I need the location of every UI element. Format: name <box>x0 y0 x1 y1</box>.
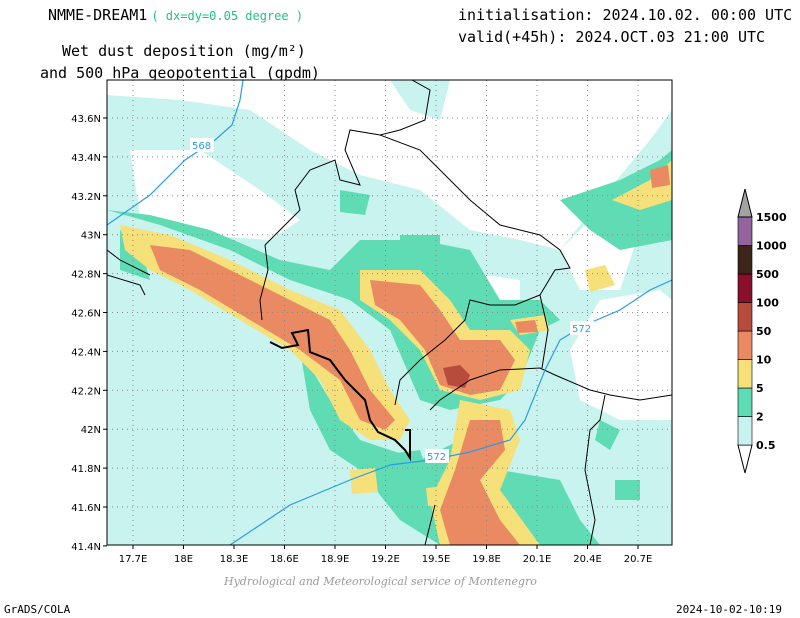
colorbar-level-label: 10 <box>756 354 772 367</box>
lat-tick-label: 41.4N <box>71 542 101 553</box>
lat-tick-label: 43.6N <box>71 114 101 125</box>
lat-tick-label: 41.6N <box>71 503 101 514</box>
lon-tick-label: 19.5E <box>422 554 451 565</box>
lon-tick-label: 18.9E <box>321 554 350 565</box>
colorbar-level-label: 100 <box>756 297 779 310</box>
colorbar-level-label: 2 <box>756 411 764 424</box>
latitude-ticks: 43.6N 43.4N 43.2N 43N 42.8N 42.6N 42.4N 42.2N 42… <box>71 114 107 553</box>
colorbar-segment <box>737 245 753 275</box>
lon-tick-label: 20.4E <box>573 554 602 565</box>
model-title: NMME-DREAM1( dx=dy=0.05 degree ) <box>48 6 303 24</box>
colorbar-upper-arrow <box>737 188 753 218</box>
lat-tick-label: 42.6N <box>71 309 101 320</box>
lon-tick-label: 18.3E <box>220 554 249 565</box>
lat-tick-label: 42N <box>81 425 101 436</box>
lon-tick-label: 20.1E <box>523 554 552 565</box>
lon-tick-label: 19.8E <box>472 554 501 565</box>
lat-tick-label: 42.8N <box>71 270 101 281</box>
lon-tick-label: 18E <box>174 554 193 565</box>
lon-tick-label: 18.6E <box>270 554 299 565</box>
model-name: NMME-DREAM1 <box>48 6 148 24</box>
geopotential-contours <box>107 80 672 545</box>
field-title-line2: and 500 hPa geopotential (gpdm) <box>40 64 320 82</box>
generated-timestamp: 2024-10-02-10:19 <box>676 603 782 616</box>
lat-tick-label: 42.2N <box>71 386 101 397</box>
lat-tick-label: 42.4N <box>71 347 101 358</box>
valid-time: valid(+45h): 2024.OCT.03 21:00 UTC <box>458 28 766 46</box>
colorbar-segment <box>737 330 753 360</box>
country-borders <box>107 80 672 545</box>
contour-labels: 568 572 572 <box>190 138 594 463</box>
graticule <box>107 80 672 545</box>
colorbar-segment <box>737 416 753 446</box>
initialisation-time: initialisation: 2024.10.02. 00:00 UTC <box>458 6 793 24</box>
colorbar: 0.5 2 5 10 50 100 500 1000 1500 <box>737 188 787 474</box>
contour-label-572-south: 572 <box>427 452 446 463</box>
colorbar-segment <box>737 273 753 303</box>
coastline <box>269 328 411 462</box>
colorbar-level-label: 0.5 <box>756 439 776 452</box>
lat-tick-label: 43N <box>81 231 101 242</box>
lat-tick-label: 41.8N <box>71 464 101 475</box>
lon-tick-label: 20.7E <box>624 554 653 565</box>
credit-line: Hydrological and Meteorological service … <box>224 575 537 588</box>
colorbar-segment <box>737 359 753 389</box>
colorbar-level-label: 1500 <box>756 211 787 224</box>
resolution-label: ( dx=dy=0.05 degree ) <box>151 9 304 23</box>
colorbar-level-label: 50 <box>756 325 772 338</box>
longitude-ticks: 17.7E 18E 18.3E 18.6E 18.9E 19.2E 19.5E 19.8E 20… <box>119 545 653 565</box>
deposition-field <box>107 80 672 545</box>
colorbar-lower-arrow <box>737 444 753 474</box>
colorbar-level-label: 5 <box>756 382 764 395</box>
colorbar-segment <box>737 216 753 246</box>
colorbar-level-label: 500 <box>756 268 779 281</box>
lon-tick-label: 17.7E <box>119 554 148 565</box>
software-label: GrADS/COLA <box>4 603 71 616</box>
lon-tick-label: 19.2E <box>371 554 400 565</box>
lat-tick-label: 43.4N <box>71 153 101 164</box>
field-title-line1: Wet dust deposition (mg/m²) <box>62 42 306 60</box>
contour-label-572-east: 572 <box>572 324 591 335</box>
colorbar-segment <box>737 387 753 417</box>
colorbar-level-label: 1000 <box>756 240 787 253</box>
colorbar-segment <box>737 302 753 332</box>
lat-tick-label: 43.2N <box>71 192 101 203</box>
contour-label-568: 568 <box>192 141 211 152</box>
